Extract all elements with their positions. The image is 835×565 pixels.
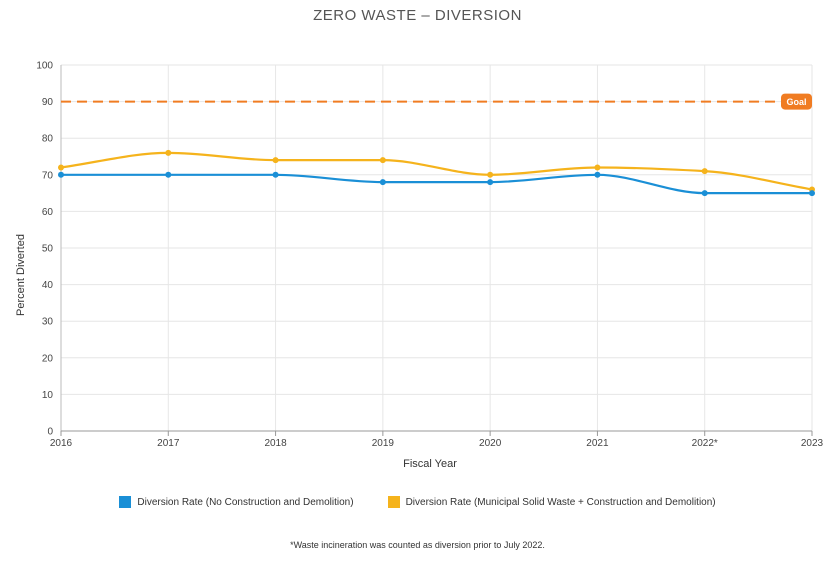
x-tick-label-5: 2021 xyxy=(586,438,609,449)
legend-item-msw-cd[interactable]: Diversion Rate (Municipal Solid Waste + … xyxy=(387,496,716,508)
y-tick-label-100: 100 xyxy=(36,61,53,72)
line-chart: 0 10 20 30 40 50 60 70 80 90 100 2016 2017 2018 2019 20… xyxy=(15,61,824,471)
y-tick-label-40: 40 xyxy=(42,280,54,291)
legend-label-msw-cd: Diversion Rate (Municipal Solid Waste + … xyxy=(405,496,716,508)
legend-swatch-blue xyxy=(119,496,132,508)
legend-swatch-orange xyxy=(387,496,400,508)
x-axis-title: Fiscal Year xyxy=(403,458,457,470)
legend-label-no-cd: Diversion Rate (No Construction and Demo… xyxy=(137,496,354,508)
x-tick-label-1: 2017 xyxy=(157,438,180,449)
goal-badge-label: Goal xyxy=(786,97,806,107)
y-tick-label-0: 0 xyxy=(47,427,53,438)
x-tick-label-4: 2020 xyxy=(479,438,502,449)
series-line-1 xyxy=(60,151,813,191)
data-point-s1-1 xyxy=(165,149,172,156)
y-tick-label-30: 30 xyxy=(42,317,54,328)
y-tick-label-80: 80 xyxy=(42,134,54,145)
y-tick-label-90: 90 xyxy=(42,97,54,108)
x-tick-label-3: 2019 xyxy=(372,438,395,449)
data-point-s0-0 xyxy=(58,171,64,178)
y-tick-label-20: 20 xyxy=(42,353,54,364)
series-line-0 xyxy=(61,173,812,195)
data-point-s0-5 xyxy=(594,171,601,178)
chart-title: ZERO WASTE – DIVERSION xyxy=(313,7,522,24)
data-point-s1-3 xyxy=(379,157,386,164)
data-point-s1-0 xyxy=(58,164,64,171)
footnote: *Waste incineration was counted as diver… xyxy=(290,540,545,550)
data-point-s1-6 xyxy=(701,168,708,175)
data-point-s1-4 xyxy=(487,171,494,178)
data-point-s0-7 xyxy=(809,190,815,197)
y-tick-label-70: 70 xyxy=(42,170,54,181)
x-tick-label-6: 2022* xyxy=(692,438,718,449)
data-point-s0-4 xyxy=(487,179,494,186)
y-tick-label-60: 60 xyxy=(42,207,54,218)
y-tick-label-10: 10 xyxy=(42,390,54,401)
legend: Diversion Rate (No Construction and Demo… xyxy=(0,496,835,508)
y-tick-label-50: 50 xyxy=(42,244,54,255)
grid xyxy=(60,64,813,432)
data-point-s0-1 xyxy=(165,171,172,178)
x-tick-label-0: 2016 xyxy=(50,438,73,449)
y-axis-title: Percent Diverted xyxy=(15,234,27,316)
series-group xyxy=(58,149,815,197)
data-point-s1-5 xyxy=(594,164,601,171)
x-tick-label-2: 2018 xyxy=(264,438,287,449)
data-point-s0-2 xyxy=(272,171,279,178)
x-tick-label-7: 2023 xyxy=(801,438,824,449)
data-point-s0-6 xyxy=(701,190,708,197)
data-point-s1-2 xyxy=(272,157,279,164)
axes: 0 10 20 30 40 50 60 70 80 90 100 2016 2017 2018 2019 20… xyxy=(36,61,823,450)
legend-item-no-cd[interactable]: Diversion Rate (No Construction and Demo… xyxy=(119,496,354,508)
goal-line-group: Goal xyxy=(61,93,812,110)
data-point-s0-3 xyxy=(379,179,386,186)
goal-badge xyxy=(781,93,812,110)
